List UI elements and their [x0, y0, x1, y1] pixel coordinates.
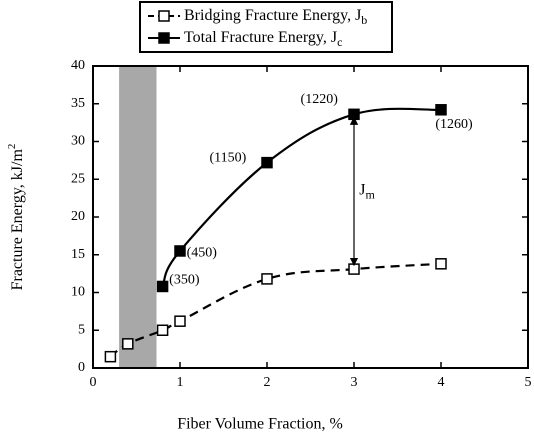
annotation: (350)	[169, 273, 200, 288]
data-point	[122, 338, 134, 350]
y-tick-label: 5	[78, 322, 85, 337]
y-tick-label: 15	[71, 247, 85, 262]
legend-label: Bridging Fracture Energy, Jb	[184, 7, 367, 27]
legend-box	[139, 1, 393, 53]
y-label-sup: 2	[6, 144, 18, 150]
data-point	[435, 104, 447, 116]
annotation: (450)	[187, 245, 218, 260]
data-point	[435, 258, 447, 270]
legend-label: Total Fracture Energy, Jc	[184, 29, 342, 49]
y-tick-label: 20	[71, 209, 85, 224]
y-tick-label: 0	[78, 360, 85, 375]
y-label-main: Fracture Energy, kJ/m	[9, 149, 26, 291]
series-line	[109, 262, 442, 358]
y-tick-label: 30	[71, 134, 85, 149]
data-point	[174, 245, 186, 257]
x-tick-label: 3	[351, 375, 358, 390]
x-tick-label: 4	[438, 375, 445, 390]
x-tick-label: 2	[264, 375, 271, 390]
legend-marker	[158, 10, 170, 22]
y-axis-label: Fracture Energy, kJ/m2	[6, 144, 26, 291]
legend-name: Total Fracture Energy, J	[184, 29, 337, 46]
data-point	[174, 315, 186, 327]
legend-sub: b	[361, 13, 367, 27]
jm-main: J	[359, 181, 365, 198]
data-point	[261, 273, 273, 285]
x-tick-label: 0	[90, 375, 97, 390]
x-tick-label: 1	[177, 375, 184, 390]
data-point	[261, 156, 273, 169]
annotation: (1220)	[301, 92, 339, 107]
y-tick-label: 40	[71, 58, 85, 73]
shaded-region	[119, 66, 157, 368]
jm-sub: m	[365, 187, 375, 201]
x-tick-label: 5	[525, 375, 532, 390]
jm-label: Jm	[359, 181, 375, 201]
plot-frame	[92, 65, 529, 369]
annotation: (1150)	[209, 150, 246, 165]
legend-sub: c	[337, 35, 342, 49]
legend-name: Bridging Fracture Energy, J	[184, 7, 361, 24]
data-point	[156, 280, 169, 293]
data-point	[348, 263, 360, 275]
x-axis-label: Fiber Volume Fraction, %	[177, 416, 343, 433]
data-point	[156, 324, 169, 336]
legend-marker	[158, 32, 170, 44]
annotation: (1260)	[435, 117, 473, 132]
y-tick-label: 10	[71, 285, 85, 300]
data-point	[104, 350, 117, 363]
y-tick-label: 35	[71, 96, 85, 111]
y-tick-label: 25	[71, 171, 85, 186]
